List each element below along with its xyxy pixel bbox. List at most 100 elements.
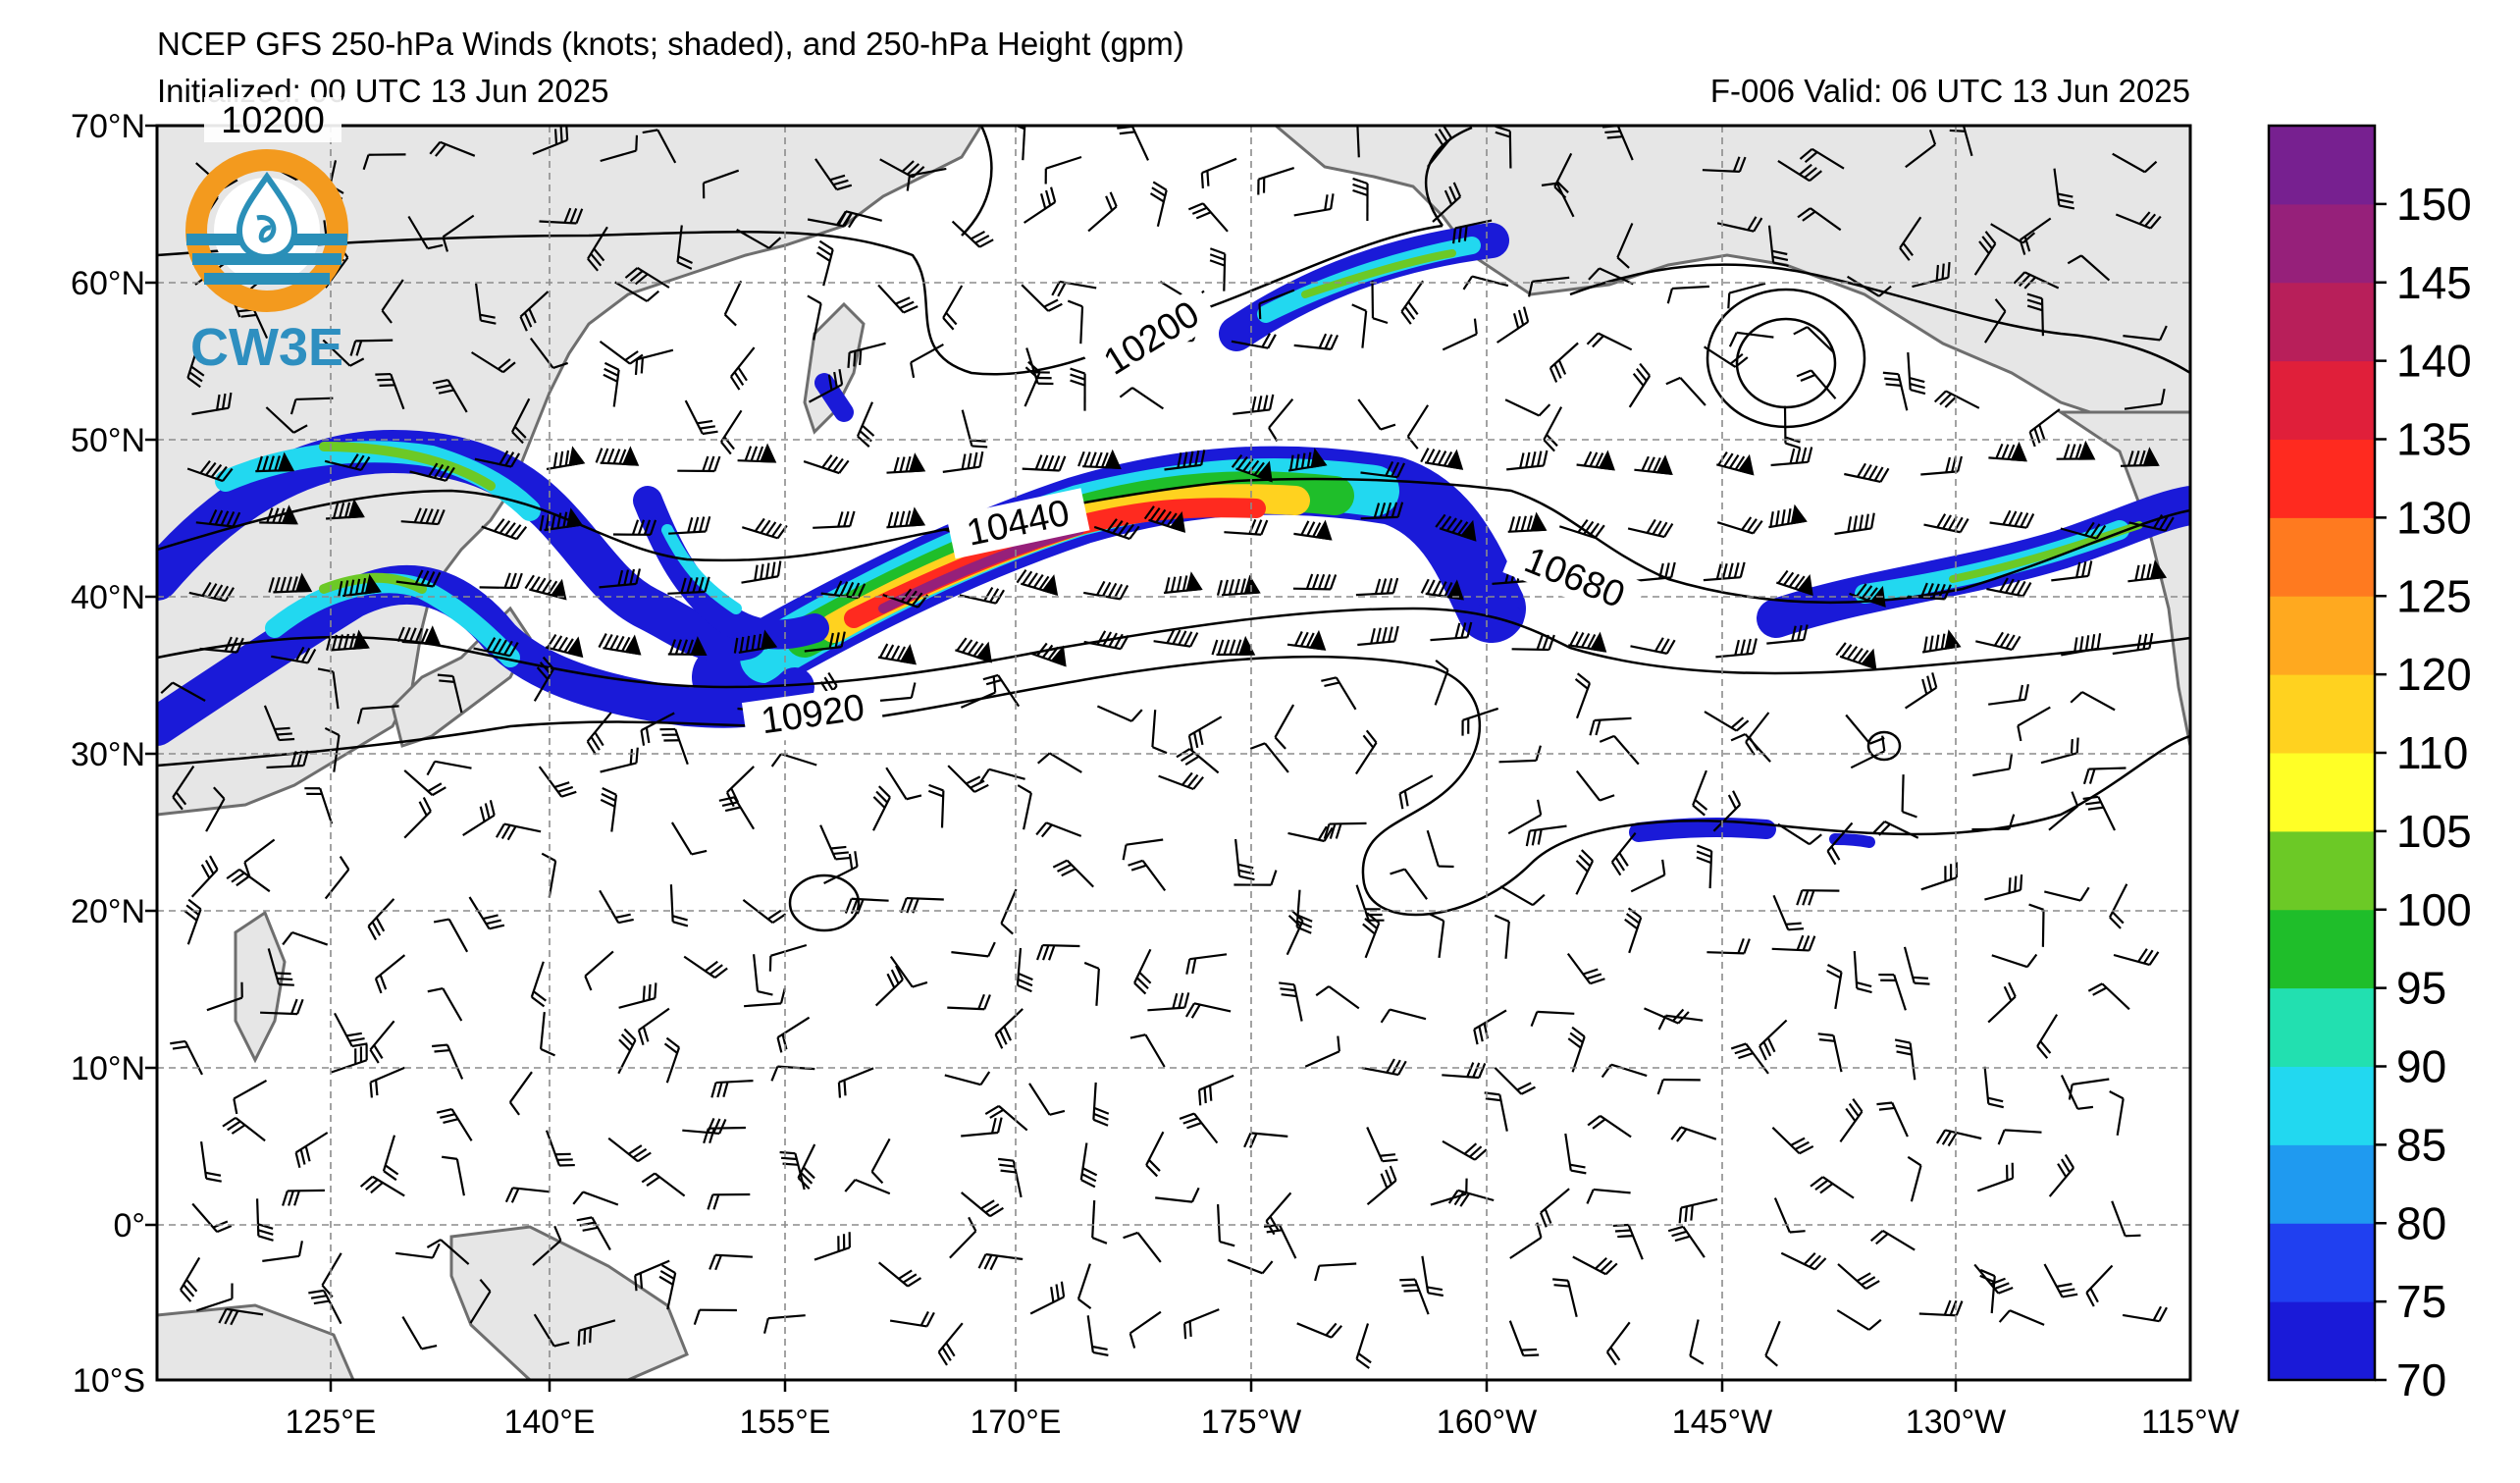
wind-barb (1716, 216, 1763, 233)
wind-barb (961, 1117, 1003, 1138)
wind-barb (1507, 511, 1548, 533)
wind-barb (545, 633, 584, 659)
wind-barb (1249, 742, 1289, 773)
jet-subtropical-a (1629, 818, 1776, 842)
colorbar-segment (2269, 282, 2375, 362)
contour-10680 (157, 607, 2190, 689)
wind-barb (889, 1310, 935, 1328)
wind-barb (1564, 1133, 1587, 1175)
wind-barb (1599, 734, 1640, 766)
wind-barb (1406, 404, 1430, 450)
wind-barb (2060, 521, 2107, 540)
wind-barb (2109, 883, 2128, 929)
wind-barb (1323, 821, 1367, 839)
contour-10440 (157, 477, 2190, 605)
wind-barb (1905, 129, 1937, 169)
wind-barb (243, 838, 276, 877)
wind-barb (982, 673, 1021, 708)
wind-barb (190, 855, 219, 898)
wind-barb (259, 504, 298, 525)
wind-barb (396, 625, 442, 646)
wind-barb (1494, 1067, 1536, 1095)
wind-barb (906, 167, 947, 191)
colorbar-tick-label: 150 (2396, 179, 2472, 230)
wind-barb (637, 1007, 670, 1046)
colorbar-tick-label: 75 (2396, 1276, 2446, 1327)
wind-barb (432, 379, 468, 413)
wind-barb (729, 346, 756, 391)
wind-barb (1605, 1321, 1631, 1366)
wind-barb (1777, 159, 1822, 183)
wind-barb (2028, 903, 2045, 947)
contour-10200-loop (1424, 126, 1473, 227)
wind-barb (1504, 398, 1551, 417)
wind-barb (947, 765, 989, 793)
wind-barb (172, 765, 195, 811)
wind-barb (1689, 1319, 1705, 1365)
wind-barb (1366, 1165, 1397, 1206)
wind-barb (1530, 1010, 1575, 1028)
wind-barb (367, 898, 395, 941)
wind-barb (2070, 691, 2116, 712)
wind-barb (1398, 774, 1434, 810)
wind-barb (683, 955, 728, 979)
wind-barb (1876, 1101, 1909, 1138)
wind-barb (1304, 1035, 1340, 1068)
new-guinea-land (449, 1225, 689, 1380)
wind-barb (407, 215, 444, 250)
wind-barb (634, 1259, 670, 1292)
lon-tick-130w: 130°W (1906, 1404, 2006, 1441)
wind-barb (814, 158, 853, 191)
contour-10200-north (157, 224, 1444, 376)
wind-barb (1904, 672, 1938, 710)
wind-barb (1817, 1033, 1843, 1073)
lat-tick-30n: 30°N (71, 736, 145, 773)
lat-axis: 70°N 60°N 50°N 40°N 30°N 20°N 10°N 0° 10… (71, 108, 145, 1400)
wind-barb (1730, 1042, 1769, 1075)
wind-barb (877, 284, 919, 314)
wind-barb (979, 768, 1025, 783)
wind-barb (188, 581, 235, 603)
wind-barb (1429, 913, 1445, 959)
contour-alaska (1569, 263, 2190, 375)
wind-barb (539, 207, 584, 225)
wind-barb (1835, 642, 1877, 670)
lon-tick-115w: 115°W (2141, 1404, 2239, 1441)
cw3e-logo: CW3E (185, 149, 348, 377)
wind-barb (2040, 737, 2079, 765)
wind-barb (1243, 1132, 1288, 1148)
wind-barb (2019, 217, 2052, 255)
wind-barb (1366, 1127, 1398, 1163)
wind-barb (1657, 1014, 1704, 1031)
wind-barb (670, 821, 708, 856)
wind-barb (813, 510, 856, 529)
colorbar-tick-label: 120 (2396, 649, 2472, 700)
wind-barb (1771, 1127, 1814, 1155)
wind-barb (1357, 398, 1396, 431)
wind-barb (468, 896, 505, 930)
colorbar-segment (2269, 753, 2375, 832)
wind-barb (1123, 1231, 1162, 1263)
wind-barb (718, 796, 756, 830)
wind-barb (539, 1011, 555, 1057)
wind-barb (334, 1012, 368, 1048)
wind-barb (233, 1079, 268, 1115)
wind-barb (2051, 560, 2093, 582)
wind-barb (1567, 1026, 1586, 1073)
wind-barb (206, 981, 243, 1012)
lat-tick-60n: 60°N (71, 265, 145, 302)
wind-barb (1052, 859, 1094, 888)
wind-barb (362, 153, 406, 171)
wind-barb (1390, 868, 1428, 900)
wind-barb (433, 918, 469, 953)
wind-barb (642, 129, 677, 164)
wind-barb (1399, 1278, 1430, 1315)
wind-barb (1187, 715, 1223, 752)
wind-barb (218, 1307, 264, 1326)
wind-barb (1586, 332, 1633, 351)
wind-barb (226, 869, 271, 893)
wind-barb (432, 1043, 464, 1080)
wind-barb (1702, 156, 1747, 173)
wind-barb (205, 786, 226, 832)
axis-tick-marks (145, 124, 1958, 1392)
